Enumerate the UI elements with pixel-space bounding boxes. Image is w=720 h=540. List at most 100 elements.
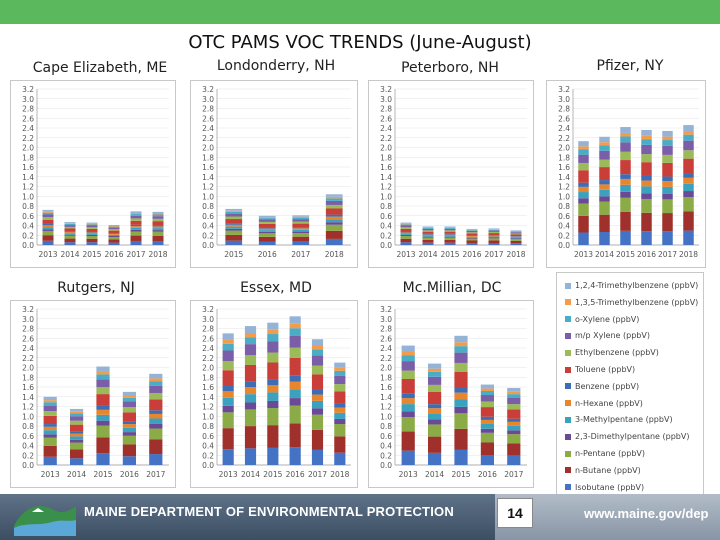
bar-segment	[444, 228, 456, 231]
chart-londonderry: 0.00.20.40.60.81.01.21.41.61.82.02.22.42…	[202, 85, 351, 259]
legend-swatch-icon	[565, 484, 571, 491]
bar-segment	[311, 429, 324, 450]
x-tick-label: 2016	[462, 250, 481, 259]
bar-segment	[578, 232, 589, 245]
y-tick-label: 2.8	[202, 325, 214, 334]
bar-segment	[70, 431, 84, 434]
bar-segment	[292, 223, 310, 228]
bar-segment	[64, 223, 76, 224]
bar-segment	[149, 410, 163, 414]
bar-segment	[292, 231, 310, 234]
y-tick-label: 0.0	[380, 241, 392, 250]
y-tick-label: 0.6	[202, 432, 214, 441]
y-tick-label: 2.0	[202, 144, 214, 153]
bar-segment	[292, 217, 310, 220]
bar-segment	[620, 178, 631, 185]
chart-panel-mcmillian: 0.0 0.2 0.4 0.6 0.8 1.0 1.2 1.4 1.6 1.8 2.0 2.2 2.4 2…	[368, 300, 534, 488]
bar-segment	[289, 335, 301, 348]
bar-segment	[641, 198, 652, 213]
y-tick-label: 0.2	[22, 451, 34, 460]
bar-segment	[641, 231, 652, 245]
bar-segment	[325, 208, 343, 215]
bar-segment	[311, 365, 324, 375]
bar-segment	[289, 381, 301, 390]
legend-label: Benzene (ppbV)	[575, 381, 640, 391]
bar-segment	[130, 218, 142, 221]
y-tick-label: 1.8	[380, 373, 392, 382]
bar-segment	[311, 449, 324, 465]
bar-segment	[466, 232, 478, 234]
bar-segment	[334, 403, 346, 408]
bar-segment	[466, 243, 478, 245]
bar-segment	[454, 387, 468, 393]
bar-segment	[641, 212, 652, 232]
bar-segment	[70, 416, 84, 421]
y-tick-label: 1.0	[22, 412, 34, 421]
bar-segment	[334, 367, 346, 371]
bar-segment	[454, 406, 468, 414]
bar-segment	[122, 401, 136, 408]
maine-dep-logo-icon	[14, 506, 76, 536]
bar-segment	[466, 233, 478, 236]
bar-segment	[64, 225, 76, 227]
bar-segment	[42, 214, 54, 218]
bar-stack	[488, 228, 500, 245]
legend-swatch-icon	[565, 366, 571, 373]
bar-segment	[43, 437, 57, 446]
bar-segment	[480, 401, 494, 408]
bar-segment	[466, 230, 478, 232]
bar-segment	[662, 186, 673, 194]
bar-segment	[130, 231, 142, 236]
y-tick-label: 1.2	[558, 183, 570, 192]
bar-segment	[64, 223, 76, 226]
bar-segment	[222, 350, 234, 362]
y-tick-label: 0.4	[380, 222, 392, 231]
bar-segment	[96, 414, 110, 421]
x-tick-label: 2015	[440, 250, 459, 259]
bar-segment	[42, 219, 54, 224]
x-tick-label: 2015	[224, 250, 243, 259]
bar-segment	[152, 225, 164, 227]
bar-segment	[641, 144, 652, 155]
bar-segment	[244, 326, 257, 334]
bar-segment	[42, 217, 54, 220]
bar-segment	[86, 222, 98, 224]
y-tick-label: 1.2	[22, 403, 34, 412]
footer-url-link[interactable]: www.maine.gov/dep	[584, 506, 709, 521]
bar-segment	[428, 391, 442, 405]
legend-label: o-Xylene (ppbV)	[575, 314, 640, 324]
bar-segment	[244, 409, 257, 427]
bar-segment	[488, 228, 500, 230]
bar-segment	[620, 230, 631, 245]
bar-segment	[311, 394, 324, 401]
y-tick-label: 1.4	[202, 393, 214, 402]
bar-segment	[578, 203, 589, 216]
legend-item: n-Hexane (ppbV)	[565, 399, 643, 408]
bar-segment	[578, 154, 589, 163]
bar-stack	[683, 125, 694, 245]
bar-segment	[222, 405, 234, 413]
legend-swatch-icon	[565, 450, 571, 457]
legend-item: m/p Xylene (ppbV)	[565, 331, 650, 340]
bar-segment	[480, 419, 494, 424]
bar-segment	[488, 230, 500, 232]
bar-segment	[507, 425, 521, 431]
bar-segment	[289, 405, 301, 424]
legend-label: 1,2,4-Trimethylbenzene (ppbV)	[575, 281, 699, 290]
y-tick-label: 1.6	[380, 383, 392, 392]
bar-segment	[225, 219, 243, 224]
footer-bar: MAINE DEPARTMENT OF ENVIRONMENTAL PROTEC…	[0, 494, 720, 540]
y-tick-label: 0.2	[380, 451, 392, 460]
bar-segment	[507, 397, 521, 405]
y-tick-label: 1.6	[558, 163, 570, 172]
y-tick-label: 2.2	[202, 134, 214, 143]
bar-segment	[70, 411, 84, 414]
bar-segment	[42, 235, 54, 241]
x-tick-label: 2017	[484, 250, 503, 259]
bar-segment	[578, 198, 589, 204]
bar-segment	[64, 242, 76, 245]
legend-swatch-icon	[565, 332, 571, 339]
bar-segment	[334, 436, 346, 453]
y-tick-label: 0.6	[558, 212, 570, 221]
bar-segment	[444, 226, 456, 228]
